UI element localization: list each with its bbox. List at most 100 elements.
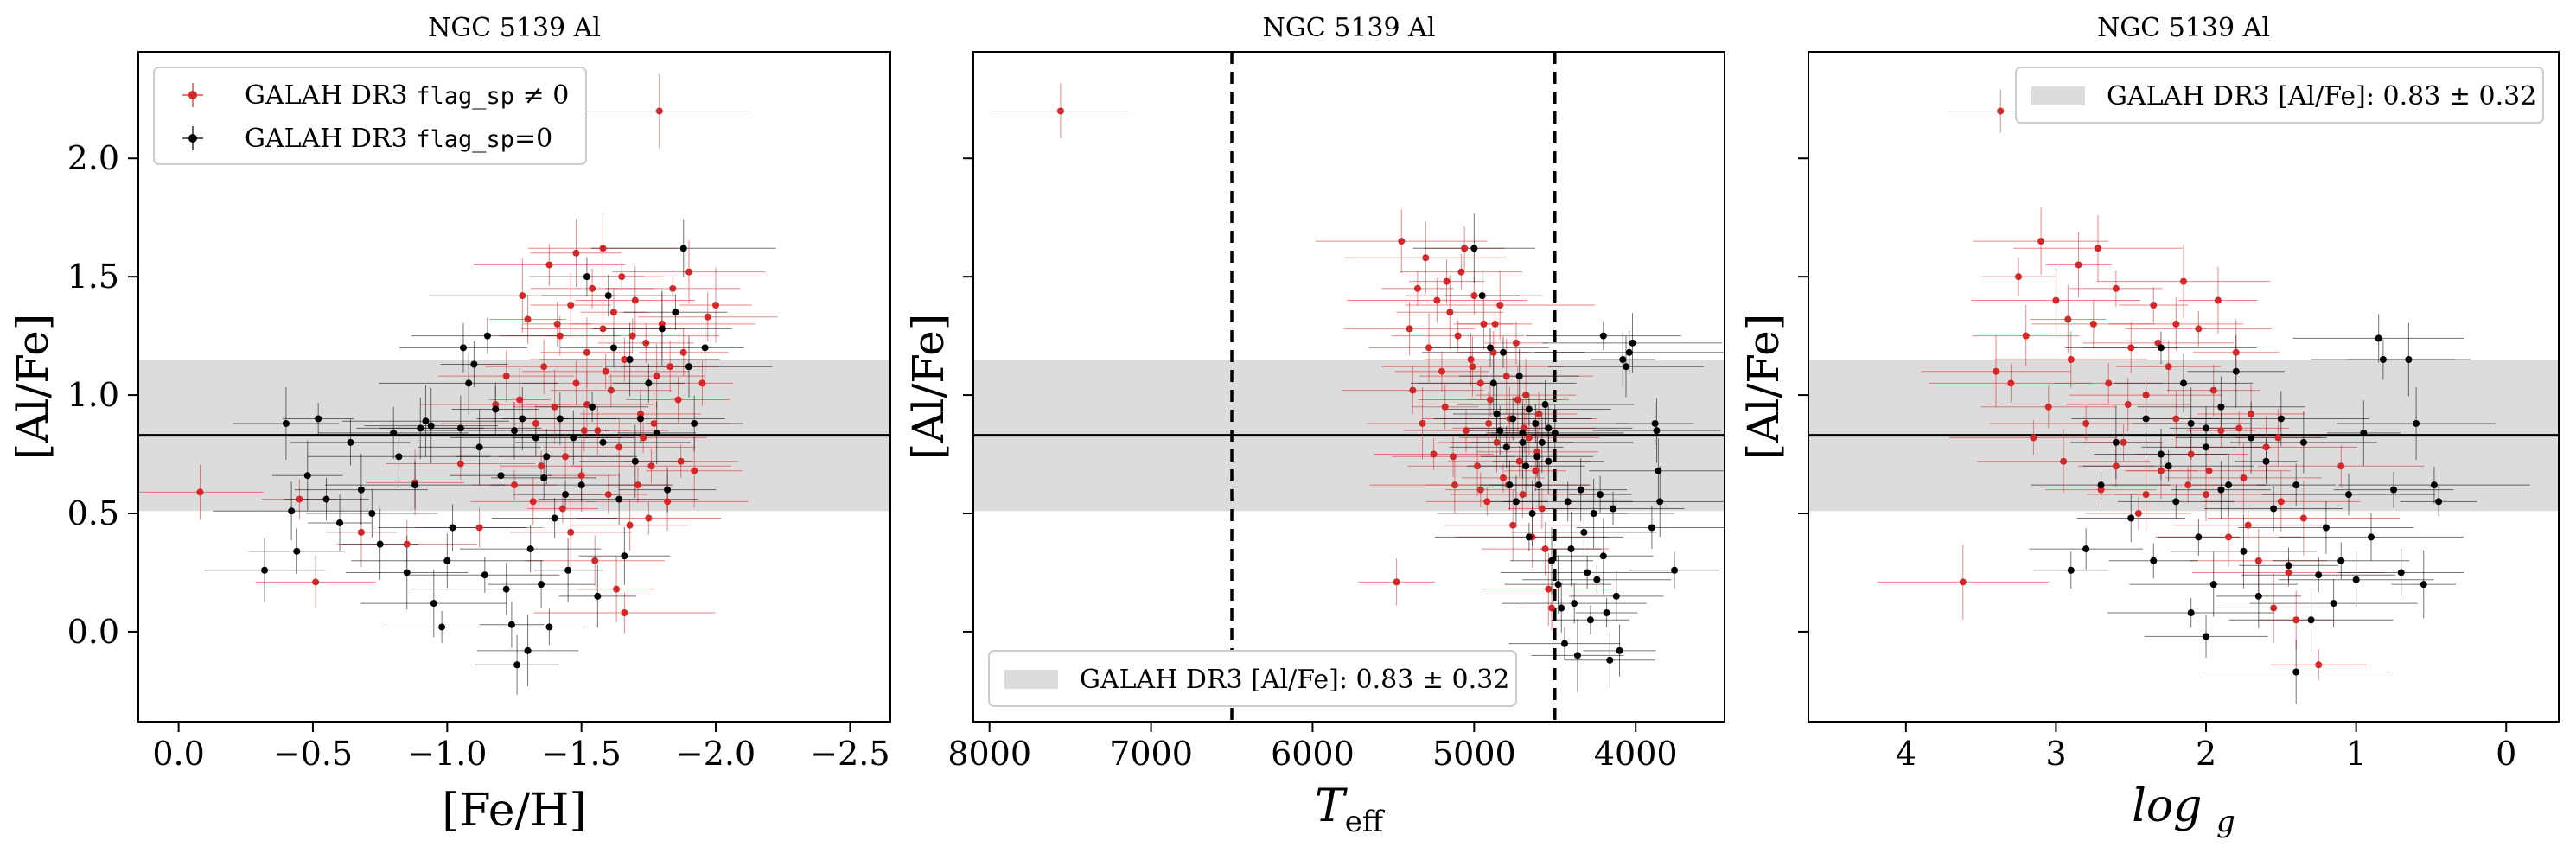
x-tick-label: 0 xyxy=(2496,735,2516,773)
data-point xyxy=(594,427,602,435)
data-point xyxy=(562,453,570,461)
data-point xyxy=(2262,457,2270,465)
data-point xyxy=(1413,284,1421,292)
data-point xyxy=(604,292,612,300)
data-point xyxy=(1522,462,1530,470)
data-point xyxy=(2150,557,2158,564)
data-point xyxy=(2390,486,2398,494)
data-point xyxy=(395,453,403,461)
data-point xyxy=(1462,427,1470,435)
data-point xyxy=(621,609,628,617)
data-point xyxy=(551,403,558,411)
data-point xyxy=(698,379,706,387)
data-point xyxy=(529,498,537,506)
x-tick-label: 5000 xyxy=(1432,735,1516,773)
data-point xyxy=(1616,646,1623,654)
data-point xyxy=(1651,419,1659,427)
x-tick-label: −0.5 xyxy=(273,735,353,773)
data-point xyxy=(357,528,365,536)
data-point xyxy=(347,438,354,446)
data-point xyxy=(2112,284,2120,292)
data-point xyxy=(2244,521,2252,529)
data-point xyxy=(2052,296,2060,304)
data-point xyxy=(626,521,634,529)
data-point xyxy=(591,557,599,564)
data-point xyxy=(618,273,626,281)
data-point xyxy=(1514,396,1521,404)
data-point xyxy=(524,315,532,323)
data-point xyxy=(1489,379,1497,387)
data-point xyxy=(2187,450,2195,458)
data-point xyxy=(2248,434,2255,442)
data-point xyxy=(1487,396,1495,404)
data-point xyxy=(2307,616,2315,624)
data-point xyxy=(492,401,500,409)
data-point xyxy=(631,296,639,304)
data-point xyxy=(1519,429,1527,436)
data-point xyxy=(475,524,483,532)
data-point xyxy=(650,419,658,427)
data-point xyxy=(470,360,478,368)
data-point xyxy=(677,457,685,465)
data-point xyxy=(1525,533,1533,541)
data-point xyxy=(2142,415,2150,423)
data-point xyxy=(417,424,424,432)
data-point xyxy=(2203,491,2210,499)
data-point xyxy=(2217,486,2225,494)
data-point xyxy=(1499,348,1507,356)
x-tick-label: 3 xyxy=(2045,735,2066,773)
data-point xyxy=(1496,302,1504,309)
data-point xyxy=(607,386,615,394)
data-point xyxy=(2397,569,2405,576)
data-point xyxy=(2112,438,2120,446)
data-point xyxy=(430,600,437,608)
data-point xyxy=(589,284,596,292)
data-point xyxy=(1599,332,1607,340)
data-point xyxy=(2299,514,2307,522)
data-point xyxy=(1393,578,1400,586)
data-point xyxy=(1502,373,1510,380)
data-point xyxy=(2262,443,2270,451)
data-point xyxy=(2187,419,2195,427)
legend-label-suffix: ≠ 0 xyxy=(514,80,569,111)
data-point xyxy=(2127,344,2135,352)
data-point xyxy=(2082,545,2090,553)
data-point xyxy=(577,472,585,480)
data-point xyxy=(2067,566,2075,574)
data-point xyxy=(1612,592,1620,600)
data-point xyxy=(303,472,311,480)
data-point xyxy=(1485,419,1493,427)
legend-label-code: flag_sp xyxy=(416,83,514,110)
data-point xyxy=(1493,438,1501,446)
data-point xyxy=(564,566,572,574)
data-point xyxy=(538,581,545,589)
legend-label-prefix: GALAH DR3 xyxy=(245,124,416,154)
data-point xyxy=(1548,604,1556,612)
data-point xyxy=(1573,652,1581,659)
data-point xyxy=(2142,392,2150,399)
data-point xyxy=(368,510,376,518)
data-point xyxy=(2337,462,2345,470)
data-point xyxy=(553,320,561,328)
data-point xyxy=(2214,296,2222,304)
data-point xyxy=(1406,325,1413,333)
data-point xyxy=(1506,481,1514,489)
data-point xyxy=(2157,344,2165,352)
data-point xyxy=(580,427,588,435)
data-point xyxy=(2292,616,2300,624)
x-axis-label: log g xyxy=(2132,780,2235,839)
data-point xyxy=(2277,498,2285,506)
data-point xyxy=(712,302,720,309)
data-point xyxy=(609,344,617,352)
data-point xyxy=(2285,569,2292,576)
plot-area xyxy=(973,52,1725,722)
x-axis-label-main: T xyxy=(1315,780,1348,832)
data-point xyxy=(1454,332,1462,340)
data-point xyxy=(1474,462,1482,470)
data-point xyxy=(572,379,580,387)
data-point xyxy=(2037,238,2045,245)
x-axis-label: [Fe/H] xyxy=(442,785,586,837)
x-axis-label-main: log xyxy=(2132,780,2216,832)
data-point xyxy=(599,245,607,252)
